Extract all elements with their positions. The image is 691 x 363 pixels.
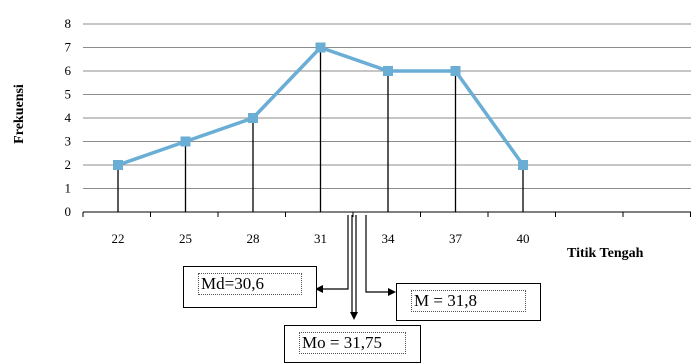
point-37: [450, 66, 461, 76]
point-34: [383, 66, 393, 76]
y-tick-7: 7: [65, 40, 72, 55]
mode-arrowhead: [350, 312, 358, 320]
mean-arrowhead: [388, 288, 396, 296]
drop-lines: [117, 47, 524, 212]
x-tick-28: 28: [247, 231, 260, 246]
x-axis-title: Titik Tengah: [567, 246, 644, 261]
gridlines: [83, 23, 691, 189]
mean-label: M = 31,8: [411, 290, 526, 312]
point-40: [518, 160, 528, 170]
median-callout: Md=30,6: [183, 266, 317, 308]
x-tick-34: 34: [382, 231, 396, 246]
y-tick-8: 8: [65, 16, 72, 31]
mode-label: Mo = 31,75: [299, 332, 406, 354]
y-axis-title: Frekuensi: [12, 84, 27, 144]
x-tick-40: 40: [517, 231, 530, 246]
x-axis: 22 25 28 31 34 37 40: [82, 211, 691, 246]
median-arrowhead: [315, 285, 323, 293]
point-28: [248, 113, 258, 123]
point-31: [315, 42, 326, 53]
x-tick-37: 37: [449, 231, 463, 246]
y-tick-4: 4: [65, 110, 72, 125]
y-tick-labels: 0 1 2 3 4 5 6 7 8: [65, 16, 72, 219]
y-tick-6: 6: [65, 63, 72, 78]
x-tick-25: 25: [179, 231, 192, 246]
point-22: [113, 160, 123, 170]
y-tick-1: 1: [65, 181, 72, 196]
y-tick-5: 5: [65, 87, 72, 102]
annotation-arrows: [315, 215, 396, 320]
median-arrow-line: [322, 215, 349, 290]
point-25: [180, 136, 191, 147]
x-tick-22: 22: [112, 231, 125, 246]
series-frekuensi: [113, 42, 528, 170]
y-tick-0: 0: [65, 204, 72, 219]
x-tick-31: 31: [314, 231, 327, 246]
y-tick-2: 2: [65, 157, 72, 172]
median-label: Md=30,6: [198, 273, 302, 295]
y-tick-3: 3: [65, 134, 72, 149]
mean-arrow-line: [365, 215, 389, 293]
mean-callout: M = 31,8: [396, 283, 541, 321]
mode-callout: Mo = 31,75: [284, 325, 421, 363]
